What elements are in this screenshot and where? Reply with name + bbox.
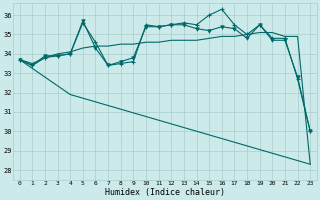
X-axis label: Humidex (Indice chaleur): Humidex (Indice chaleur): [105, 188, 225, 197]
